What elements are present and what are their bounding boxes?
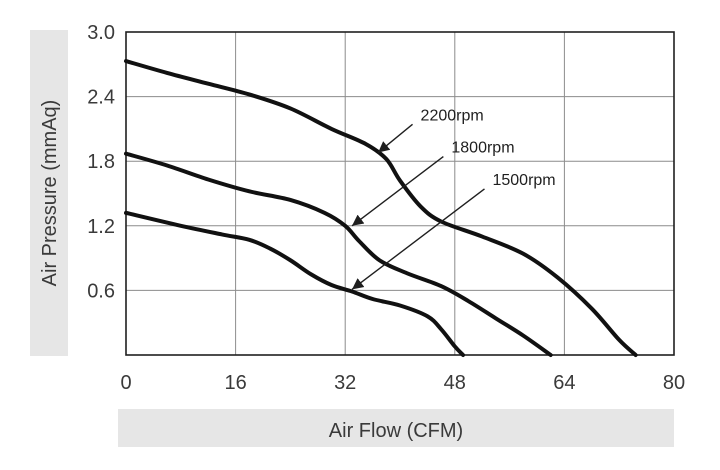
x-tick-label-3: 48 (444, 372, 466, 394)
x-tick-label-2: 32 (334, 372, 356, 394)
y-tick-label-4: 3.0 (87, 22, 115, 44)
y-tick-label-0: 0.6 (87, 280, 115, 302)
annotation-layer: 2200rpm 1800rpm 1500rpm (351, 107, 556, 290)
y-axis-title: Air Pressure (mmAq) (39, 100, 61, 287)
annotation-arrow-2200rpm (377, 123, 413, 154)
x-tick-label-4: 64 (553, 372, 575, 394)
x-tick-label-0: 0 (120, 372, 131, 394)
y-tick-label-1: 1.2 (87, 216, 115, 238)
series-line-2200rpm (124, 59, 638, 357)
y-axis-title-background (30, 30, 68, 356)
annotation-label-2200rpm: 2200rpm (421, 107, 484, 124)
annotation-label-1800rpm: 1800rpm (451, 140, 514, 157)
x-tick-label-5: 80 (663, 372, 685, 394)
series-layer (124, 59, 638, 357)
plot-frame (125, 31, 675, 356)
y-tick-label-3: 2.4 (87, 87, 115, 109)
annotation-label-1500rpm: 1500rpm (492, 172, 555, 189)
y-tick-label-2: 1.8 (87, 151, 115, 173)
x-axis-title: Air Flow (CFM) (329, 420, 463, 442)
series-line-1800rpm (124, 151, 553, 357)
x-tick-label-1: 16 (224, 372, 246, 394)
grid-layer (126, 32, 674, 355)
series-line-1500rpm (124, 210, 466, 357)
annotation-arrow-1500rpm (351, 188, 485, 290)
x-axis-title-background (118, 409, 674, 447)
tick-layer: 0 16 32 48 64 80 0.6 1.2 1.8 2.4 3.0 (87, 22, 685, 394)
annotation-arrow-1800rpm (351, 156, 444, 227)
